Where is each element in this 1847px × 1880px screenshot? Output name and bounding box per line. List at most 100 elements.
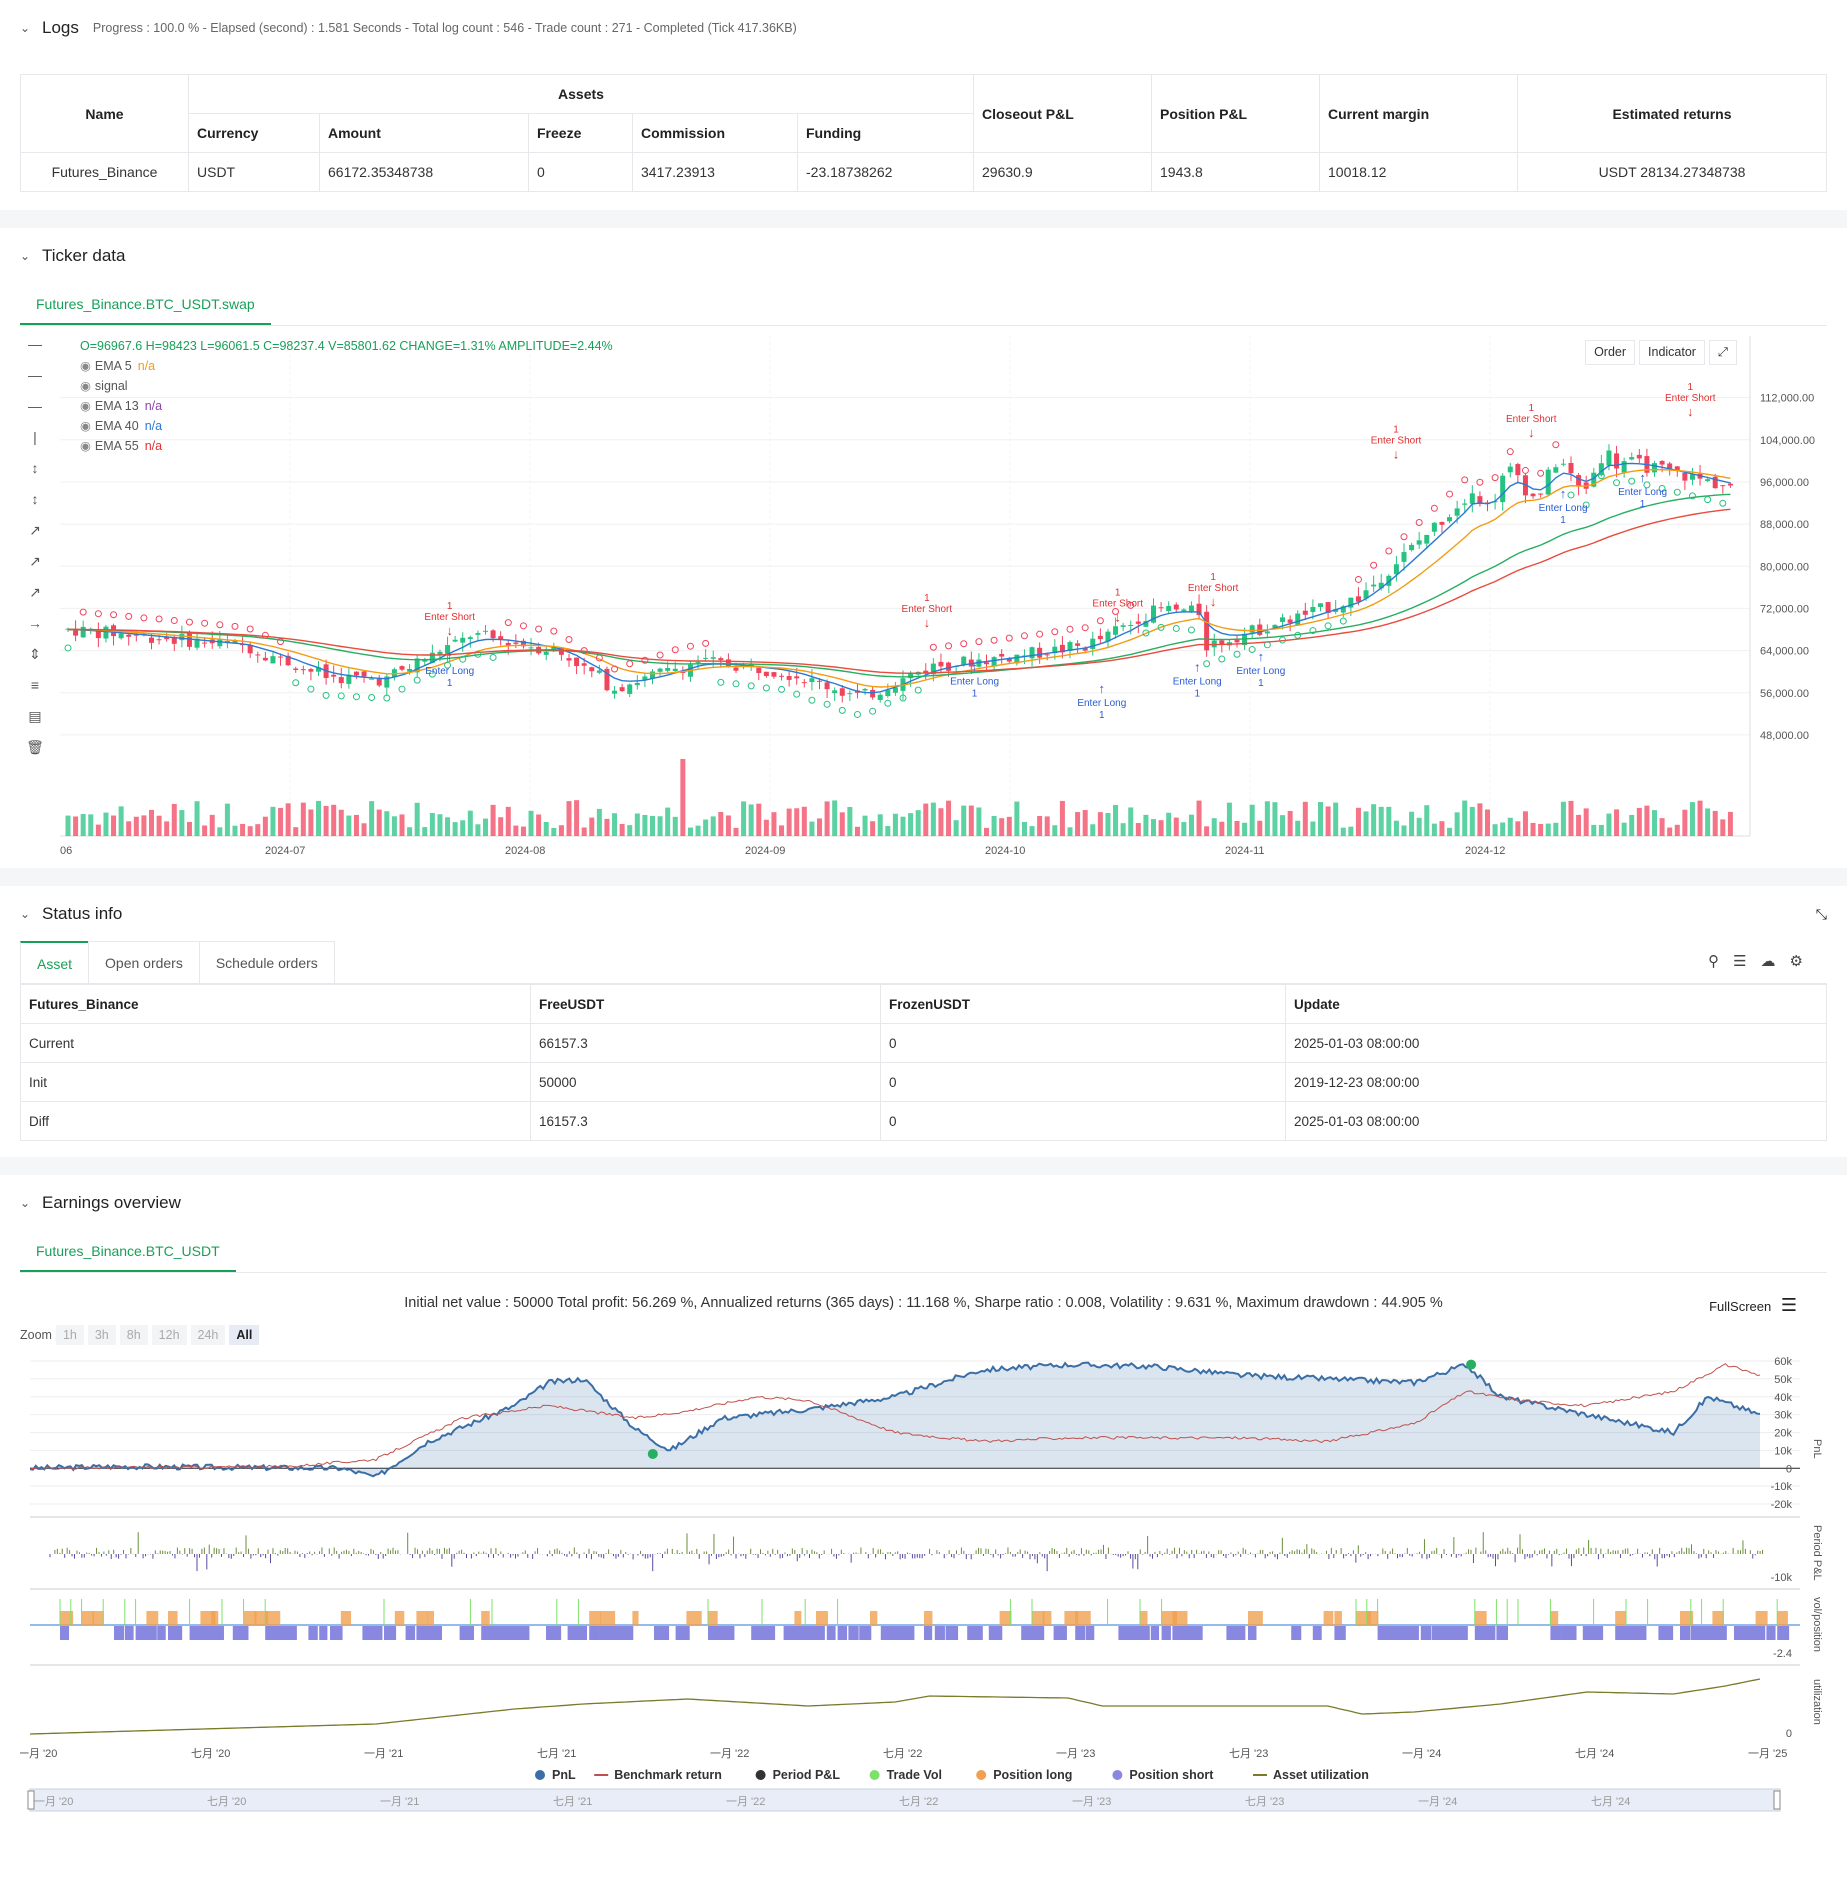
eye-icon[interactable]: ◉ [80, 399, 91, 413]
long-label: Enter Long [425, 666, 474, 677]
trash-icon[interactable]: 🗑 [26, 739, 44, 755]
chevron-down-icon[interactable]: ⌄ [20, 21, 31, 35]
crosshair-tool-icon[interactable]: — [28, 336, 42, 352]
fib-tool-icon[interactable]: ≡ [30, 677, 40, 693]
zoom-24h[interactable]: 24h [190, 1325, 226, 1345]
fullscreen-button[interactable]: FullScreen ☰ [1709, 1295, 1797, 1316]
short-bar [708, 1626, 723, 1640]
candle-body [308, 669, 314, 672]
chevron-down-icon[interactable]: ⌄ [20, 249, 31, 263]
status-header[interactable]: ⌄ Status info ⤡ [20, 886, 1827, 942]
vseg-tool-icon[interactable]: ↕ [31, 491, 39, 507]
vray-tool-icon[interactable]: ↕ [31, 460, 39, 476]
cloud-download-icon[interactable]: ☁ [1760, 953, 1776, 970]
indicator-button[interactable]: Indicator [1639, 340, 1705, 365]
zoom-12h[interactable]: 12h [151, 1325, 187, 1345]
candle-body [1280, 617, 1286, 622]
gear-icon[interactable]: ⚙ [1789, 953, 1803, 970]
volume-bar [247, 826, 253, 836]
cell-currency: USDT [188, 152, 320, 192]
volume-bar [338, 809, 344, 836]
drawing-toolbar: — — — | ↕ ↕ ↗ ↗ ↗ → ⇕ ≡ ▤ 🗑 [20, 336, 50, 770]
long-bar [211, 1611, 219, 1625]
cell-position: 1943.8 [1151, 152, 1320, 192]
candle-body [483, 630, 488, 632]
eye-icon[interactable]: ◉ [80, 419, 91, 433]
volume-bar [1044, 816, 1050, 836]
short-bar [600, 1626, 614, 1640]
cell-funding: -23.18738262 [797, 152, 974, 192]
tab-btc-usdt-swap[interactable]: Futures_Binance.BTC_USDT.swap [20, 283, 271, 325]
ema-line [67, 468, 1731, 688]
expand-icon[interactable]: ⤢ [1708, 340, 1737, 365]
ticker-header[interactable]: ⌄ Ticker data [20, 228, 1827, 284]
col-amount: Amount [319, 113, 529, 153]
volume-bar [1697, 800, 1703, 836]
short-bar [1626, 1626, 1640, 1640]
earnings-chart[interactable]: 60k 50k 40k 30k 20k 10k 0 -10k -20k PnL -10k Period… [20, 1349, 1827, 1829]
hline-tool-icon[interactable]: — [28, 367, 42, 383]
volume-bar [1128, 807, 1134, 836]
chevron-down-icon[interactable]: ⌄ [20, 1196, 31, 1210]
vline-tool-icon[interactable]: | [33, 429, 37, 445]
list-icon[interactable]: ☰ [1733, 953, 1747, 970]
pnl-tick: 50k [1774, 1374, 1792, 1386]
zoom-3h[interactable]: 3h [87, 1325, 116, 1345]
earnings-header[interactable]: ⌄ Earnings overview [20, 1175, 1827, 1231]
segment-tool-icon[interactable]: ↗ [29, 584, 41, 600]
zoom-1h[interactable]: 1h [55, 1325, 84, 1345]
legend-value: n/a [144, 399, 163, 413]
signal-marker [216, 621, 224, 629]
tab-schedule-orders[interactable]: Schedule orders [198, 941, 335, 983]
legend-item[interactable]: ◉ EMA 13 n/a [80, 396, 613, 416]
long-qty: 1 [1099, 710, 1105, 721]
eye-icon[interactable]: ◉ [80, 379, 91, 393]
zoom-8h[interactable]: 8h [119, 1325, 148, 1345]
menu-icon[interactable]: ☰ [1780, 1295, 1797, 1315]
signal-marker [1461, 476, 1469, 484]
long-arrow-icon: ↑ [1258, 649, 1265, 664]
volume-bar [262, 816, 268, 836]
nav-tick-label: 一月 '23 [1072, 1796, 1111, 1808]
tab-asset[interactable]: Asset [20, 941, 90, 983]
hray-tool-icon[interactable]: — [28, 398, 42, 414]
row-current-label[interactable]: Current [20, 1023, 531, 1063]
logs-header[interactable]: ⌄ Logs Progress : 100.0 % - Elapsed (sec… [20, 0, 1827, 56]
volume-bar [1424, 805, 1430, 836]
signal-marker [1673, 488, 1681, 496]
candle-body [1454, 508, 1460, 516]
eye-icon[interactable]: ◉ [80, 359, 91, 373]
short-bar [1377, 1626, 1389, 1640]
volume-bar [839, 812, 845, 836]
legend-item[interactable]: ◉ EMA 40 n/a [80, 416, 613, 436]
signal-marker [656, 651, 664, 659]
price-line-tool-icon[interactable]: → [28, 615, 42, 631]
chevron-down-icon[interactable]: ⌄ [20, 907, 31, 921]
rect-tool-icon[interactable]: ▤ [28, 708, 42, 724]
trendline-tool-icon[interactable]: ↗ [29, 522, 41, 538]
volume-bar [194, 801, 200, 836]
pos-tick: -2.4 [1773, 1648, 1792, 1660]
parallel-tool-icon[interactable]: ⇕ [29, 646, 41, 662]
short-bar [1690, 1626, 1706, 1640]
short-bar [783, 1626, 795, 1640]
volume-bar [1560, 801, 1566, 836]
order-button[interactable]: Order [1585, 340, 1636, 365]
ray-tool-icon[interactable]: ↗ [29, 553, 41, 569]
eye-icon[interactable]: ◉ [80, 439, 91, 453]
col-commission: Commission [632, 113, 798, 153]
tab-open-orders[interactable]: Open orders [88, 941, 200, 983]
cell-amount: 66172.35348738 [319, 152, 529, 192]
collapse-icon[interactable]: ⤡ [1815, 905, 1827, 922]
long-bar [1474, 1611, 1487, 1625]
zoom-all[interactable]: All [229, 1325, 260, 1345]
legend-item[interactable]: ◉ EMA 55 n/a [80, 436, 613, 456]
signal-marker [1066, 625, 1074, 633]
tab-btc-usdt[interactable]: Futures_Binance.BTC_USDT [20, 1230, 236, 1272]
search-icon[interactable]: ⚲ [1708, 953, 1720, 970]
legend-item[interactable]: ◉ EMA 5 n/a [80, 356, 613, 376]
legend-item[interactable]: ◉ signal [80, 376, 613, 396]
candlestick-chart[interactable]: — — — | ↕ ↕ ↗ ↗ ↗ → ⇕ ≡ ▤ 🗑 112,000.00 10… [20, 326, 1827, 856]
signal-marker [838, 706, 846, 714]
candle-body [1538, 493, 1544, 495]
